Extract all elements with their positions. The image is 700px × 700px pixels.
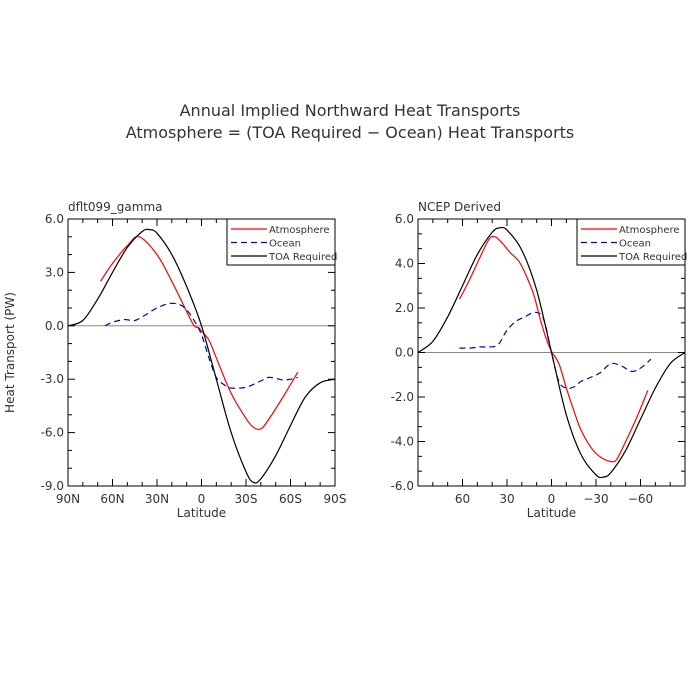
figure-title-line-2: Atmosphere = (TOA Required − Ocean) Heat…	[125, 123, 575, 142]
y-tick-label: -6.0	[41, 426, 64, 440]
series-line-atmosphere	[458, 235, 649, 463]
y-tick-label: 3.0	[45, 265, 64, 279]
legend: Atmosphere Ocean TOA Required	[226, 218, 337, 266]
x-tick-label: 30N	[145, 492, 169, 506]
x-tick-label: 90S	[324, 492, 347, 506]
legend-label-atmosphere: Atmosphere	[269, 225, 330, 236]
panel-subtitle: NCEP Derived	[418, 200, 501, 214]
x-axis-label: Latitude	[177, 506, 226, 520]
y-tick-label: 6.0	[45, 212, 64, 226]
x-tick-label: 30	[499, 492, 514, 506]
legend-label-toa-required: TOA Required	[618, 252, 687, 263]
x-tick-label: 0	[198, 492, 206, 506]
x-tick-label: 60	[455, 492, 470, 506]
series-line-ocean	[104, 302, 299, 389]
y-axis-label: Heat Transport (PW)	[3, 292, 17, 413]
legend-label-ocean: Ocean	[269, 239, 301, 250]
x-tick-label: 30S	[235, 492, 258, 506]
y-tick-label: -3.0	[41, 372, 64, 386]
x-tick-label: 60S	[279, 492, 302, 506]
series-line-ocean	[459, 311, 652, 390]
y-tick-label: 0.0	[395, 346, 414, 360]
legend-label-toa-required: TOA Required	[268, 252, 337, 263]
legend-label-atmosphere: Atmosphere	[619, 225, 680, 236]
series-line-toa-required	[417, 226, 686, 479]
figure-title-line-1: Annual Implied Northward Heat Transports	[179, 101, 521, 120]
x-tick-label: 90N	[56, 492, 80, 506]
x-tick-label: −60	[628, 492, 653, 506]
y-tick-label: -4.0	[391, 435, 414, 449]
y-tick-label: 0.0	[45, 319, 64, 333]
chart-panel-2: NCEP Derived 6.0 4.0 2.0 0.0 -2.0 -4.0 -6.0 60 30…	[391, 200, 688, 520]
legend-label-ocean: Ocean	[619, 239, 651, 250]
y-tick-label: 4.0	[395, 257, 414, 271]
y-tick-label: -9.0	[41, 479, 64, 493]
y-tick-label: 6.0	[395, 212, 414, 226]
series-line-atmosphere	[100, 235, 299, 431]
series-line-toa-required	[67, 228, 336, 484]
x-tick-label: 60N	[100, 492, 124, 506]
y-tick-label: 2.0	[395, 301, 414, 315]
x-tick-label: −30	[583, 492, 608, 506]
x-tick-label: 0	[548, 492, 556, 506]
y-tick-label: -2.0	[391, 390, 414, 404]
legend: Atmosphere Ocean TOA Required	[576, 218, 687, 266]
y-tick-label: -6.0	[391, 479, 414, 493]
x-axis-label: Latitude	[527, 506, 576, 520]
panel-subtitle: dflt099_gamma	[68, 200, 163, 214]
